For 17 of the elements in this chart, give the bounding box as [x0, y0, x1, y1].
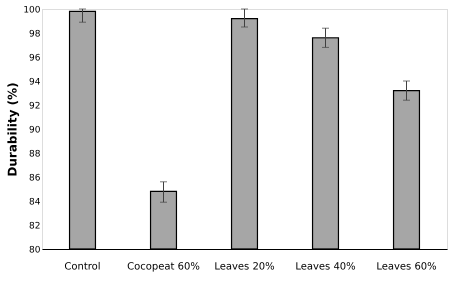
y-axis-title: Durability (%): [5, 82, 20, 177]
y-tick-label: 98: [29, 30, 41, 40]
x-tick-label: Control: [64, 262, 101, 272]
x-tick-label: Leaves 20%: [214, 262, 275, 272]
y-tick-label: 84: [29, 198, 41, 208]
y-tick-label: 94: [29, 78, 41, 88]
y-tick-label: 82: [29, 222, 40, 232]
y-tick-label: 90: [29, 126, 41, 136]
x-tick-label: Cocopeat 60%: [127, 262, 200, 272]
y-tick-label: 92: [29, 102, 40, 112]
x-tick-label: Leaves 60%: [376, 262, 437, 272]
y-tick-label: 100: [23, 6, 41, 16]
x-tick-label: Leaves 40%: [295, 262, 356, 272]
y-tick-label: 80: [29, 246, 41, 256]
y-tick-label: 96: [29, 54, 41, 64]
y-tick-label: 86: [29, 174, 41, 184]
y-tick-label: 88: [29, 150, 41, 160]
